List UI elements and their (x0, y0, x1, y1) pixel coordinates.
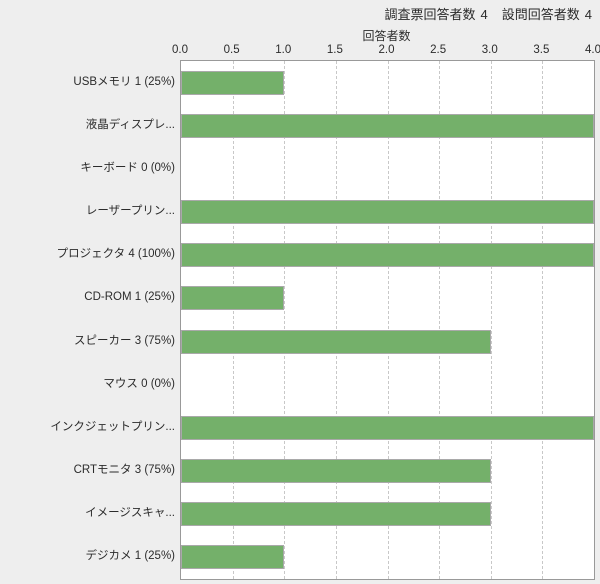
category-label: レーザープリン... (85, 205, 175, 218)
x-tick-label: 4.0 (585, 44, 600, 56)
category-label: キーボード 0 (0%) (80, 161, 175, 174)
chart-plot-area (180, 60, 595, 580)
x-tick-label: 1.0 (275, 44, 292, 56)
header-label-survey-respondents: 調査票回答者数 (384, 6, 476, 22)
category-label: USBメモリ 1 (25%) (73, 75, 175, 88)
x-tick-label: 3.0 (481, 44, 498, 56)
bar (181, 545, 285, 570)
category-label: CRTモニタ 3 (75%) (73, 464, 175, 477)
y-axis-category-labels: USBメモリ 1 (25%) 液晶ディスプレ... キーボード 0 (0%) レーザー… (0, 60, 175, 578)
bar (181, 113, 594, 138)
bar (181, 329, 491, 354)
x-tick-label: 0.5 (223, 44, 240, 56)
header-item-question-respondents: 設問回答者数 4 (502, 4, 592, 23)
category-label: 液晶ディスプレ... (85, 118, 175, 131)
survey-summary-header: 調査票回答者数 4 設問回答者数 4 (0, 0, 600, 26)
header-label-question-respondents: 設問回答者数 (501, 6, 580, 22)
header-value-question-respondents: 4 (584, 6, 592, 22)
bar (181, 70, 285, 95)
bar (181, 459, 491, 484)
bar (181, 286, 285, 311)
category-label: CD-ROM 1 (25%) (84, 291, 175, 304)
x-axis-title: 回答者数 (362, 29, 411, 43)
bar (181, 502, 491, 527)
x-tick-label: 3.5 (533, 44, 550, 56)
x-axis-tick-labels: 0.0 0.5 1.0 1.5 2.0 2.5 3.0 3.5 4.0 (0, 44, 600, 58)
category-label: インクジェットプリン... (50, 420, 175, 433)
chart-bars (181, 61, 594, 579)
x-tick-label: 0.0 (172, 44, 188, 56)
category-label: マウス 0 (0%) (103, 377, 175, 390)
x-tick-label: 2.5 (430, 44, 447, 56)
header-value-survey-respondents: 4 (480, 6, 488, 22)
bar (181, 243, 594, 268)
header-item-survey-respondents: 調査票回答者数 4 (385, 4, 488, 23)
x-tick-label: 1.5 (326, 44, 343, 56)
bar (181, 415, 594, 440)
category-label: スピーカー 3 (75%) (74, 334, 175, 347)
category-label: イメージスキャ... (85, 507, 175, 520)
bar (181, 200, 594, 225)
category-label: プロジェクタ 4 (100%) (56, 248, 175, 261)
x-tick-label: 2.0 (378, 44, 395, 56)
category-label: デジカメ 1 (25%) (85, 550, 175, 563)
